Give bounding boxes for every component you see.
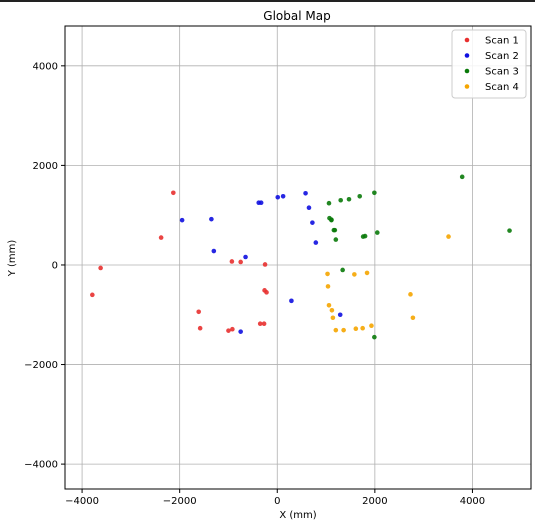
x-tick-label: −2000 <box>163 496 197 507</box>
data-point <box>230 326 235 332</box>
data-point <box>325 271 330 277</box>
data-point <box>446 234 451 239</box>
data-point <box>303 190 308 196</box>
data-points <box>90 174 512 340</box>
axis-ticks: −4000 −2000 0 2000 4000 −4000 −2000 0 2000 4000 <box>24 61 485 507</box>
data-point <box>238 329 243 334</box>
legend-marker <box>464 84 470 89</box>
x-tick-label: 2000 <box>362 496 387 507</box>
data-point <box>326 200 332 206</box>
data-point <box>326 302 332 308</box>
x-tick-label: 0 <box>274 496 280 507</box>
y-tick-label: 4000 <box>33 61 58 72</box>
data-point <box>275 194 281 200</box>
data-point <box>98 265 103 271</box>
data-point <box>171 190 176 196</box>
data-point <box>258 200 264 206</box>
data-point <box>209 216 214 222</box>
data-point <box>507 228 512 233</box>
data-point <box>338 197 343 203</box>
data-point <box>352 272 357 277</box>
data-point <box>211 248 217 254</box>
x-axis-label: X (mm) <box>279 510 316 521</box>
data-point <box>330 315 336 321</box>
data-point <box>340 267 345 273</box>
data-point <box>362 233 368 239</box>
data-point <box>346 196 352 202</box>
data-point <box>310 220 315 225</box>
series-scan-3 <box>326 174 512 340</box>
data-point <box>329 307 335 313</box>
y-tick-label: −2000 <box>24 360 58 371</box>
data-point <box>262 262 268 267</box>
data-point <box>372 190 377 196</box>
data-point <box>306 205 312 211</box>
data-point <box>333 327 339 333</box>
y-tick-label: 0 <box>52 260 58 271</box>
data-point <box>333 237 339 242</box>
data-point <box>313 240 319 245</box>
y-axis-label: Y (mm) <box>7 240 18 278</box>
data-point <box>364 270 370 276</box>
data-point <box>226 328 231 333</box>
data-point <box>337 312 343 318</box>
legend: Scan 1 Scan 2 Scan 3 Scan 4 <box>451 29 527 99</box>
data-point <box>280 193 286 199</box>
data-point <box>360 325 365 331</box>
data-point <box>264 290 269 295</box>
x-tick-label: −4000 <box>65 496 99 507</box>
data-point <box>243 254 248 260</box>
data-point <box>372 334 377 340</box>
data-point <box>257 321 263 327</box>
legend-label: Scan 1 <box>485 36 519 47</box>
data-point <box>229 259 235 264</box>
data-point <box>196 309 202 315</box>
y-tick-label: −4000 <box>24 460 58 471</box>
plot-area-frame <box>64 25 532 490</box>
series-scan-4 <box>325 234 451 333</box>
data-point <box>459 174 465 180</box>
legend-marker <box>464 37 470 43</box>
series-scan-2 <box>179 190 343 334</box>
legend-label: Scan 3 <box>485 67 519 78</box>
x-tick-label: 4000 <box>460 496 485 507</box>
top-border <box>0 0 535 2</box>
legend-label: Scan 2 <box>485 51 519 62</box>
data-point <box>289 298 294 304</box>
data-point <box>329 217 334 223</box>
data-point <box>325 284 331 289</box>
data-point <box>353 326 359 331</box>
data-point <box>357 193 363 199</box>
data-point <box>341 327 346 333</box>
data-point <box>332 227 338 233</box>
data-point <box>369 323 374 329</box>
series-scan-1 <box>90 190 269 333</box>
legend-marker <box>464 68 470 74</box>
y-tick-label: 2000 <box>33 161 58 172</box>
data-point <box>158 235 164 240</box>
data-point <box>179 217 185 223</box>
data-point <box>197 325 203 331</box>
data-point <box>374 230 380 235</box>
legend-box <box>451 29 527 99</box>
data-point <box>410 315 416 321</box>
data-point <box>90 292 95 298</box>
data-point <box>261 321 267 327</box>
chart-title: Global Map <box>263 9 330 23</box>
legend-marker <box>464 53 470 58</box>
data-point <box>408 292 413 297</box>
data-point <box>238 259 243 265</box>
legend-label: Scan 4 <box>485 82 519 93</box>
